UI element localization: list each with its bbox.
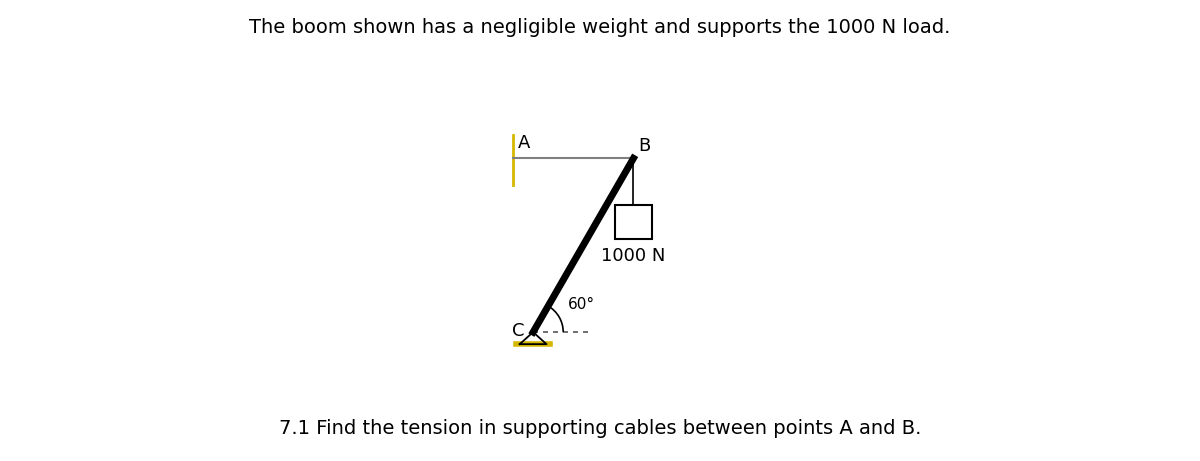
Text: 7.1 Find the tension in supporting cables between points A and B.: 7.1 Find the tension in supporting cable… [278, 419, 922, 438]
Text: The boom shown has a negligible weight and supports the 1000 N load.: The boom shown has a negligible weight a… [250, 18, 950, 37]
Text: C: C [511, 322, 524, 340]
Text: 60°: 60° [569, 297, 595, 312]
Bar [616, 205, 652, 239]
Text: A: A [517, 134, 530, 152]
Text: B: B [638, 137, 650, 155]
Text: 1000 N: 1000 N [601, 247, 666, 265]
